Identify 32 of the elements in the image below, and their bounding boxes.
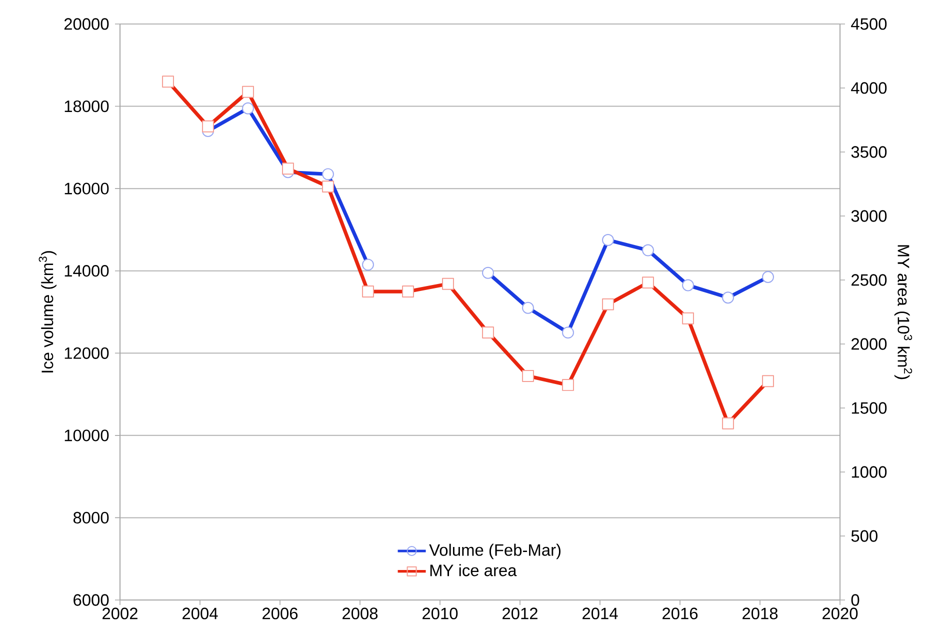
x-tick-label: 2018 — [742, 608, 778, 620]
y2-tick-label: 500 — [851, 530, 878, 542]
x-tick-label: 2020 — [822, 608, 858, 620]
y2-tick-label: 2500 — [852, 274, 887, 286]
y2-axis-title: MY area (10$^{3}$ km$^{2}$) — [894, 245, 912, 380]
x-tick-label: 2016 — [662, 608, 698, 620]
y-tick-label: 18000 — [64, 100, 109, 112]
y2-tick-label: 2000 — [852, 338, 887, 350]
x-tick-label: 2012 — [502, 608, 538, 620]
y2-tick-label: 0 — [851, 594, 860, 606]
x-tick-label: 2004 — [182, 608, 218, 620]
x-tick-label: 2002 — [102, 608, 138, 620]
y2-tick-label: 1000 — [852, 466, 887, 478]
y2-tick-label: 4500 — [851, 18, 887, 30]
y2-tick-label: 3500 — [851, 146, 887, 158]
y-tick-label: 20000 — [64, 18, 109, 30]
x-tick-label: 2006 — [262, 608, 298, 620]
y2-tick-label: 1500 — [852, 402, 887, 414]
y2-tick-label: 3000 — [851, 210, 887, 222]
y-tick-label: 6000 — [74, 594, 109, 606]
legend-label: Volume (Feb-Mar) — [429, 544, 560, 560]
legend-label: MY ice area — [430, 564, 517, 576]
y-axis-title: Ice volume (km$^{3}$) — [38, 251, 56, 372]
x-tick-label: 2010 — [422, 608, 458, 620]
y-tick-label: 14000 — [64, 265, 109, 277]
y-tick-label: 16000 — [64, 182, 109, 194]
y-tick-label: 8000 — [73, 512, 109, 524]
y-tick-label: 10000 — [64, 430, 109, 442]
y2-tick-label: 4000 — [851, 82, 887, 94]
x-tick-label: 2014 — [582, 608, 618, 620]
x-tick-label: 2008 — [342, 608, 378, 620]
y-tick-label: 12000 — [64, 347, 109, 359]
